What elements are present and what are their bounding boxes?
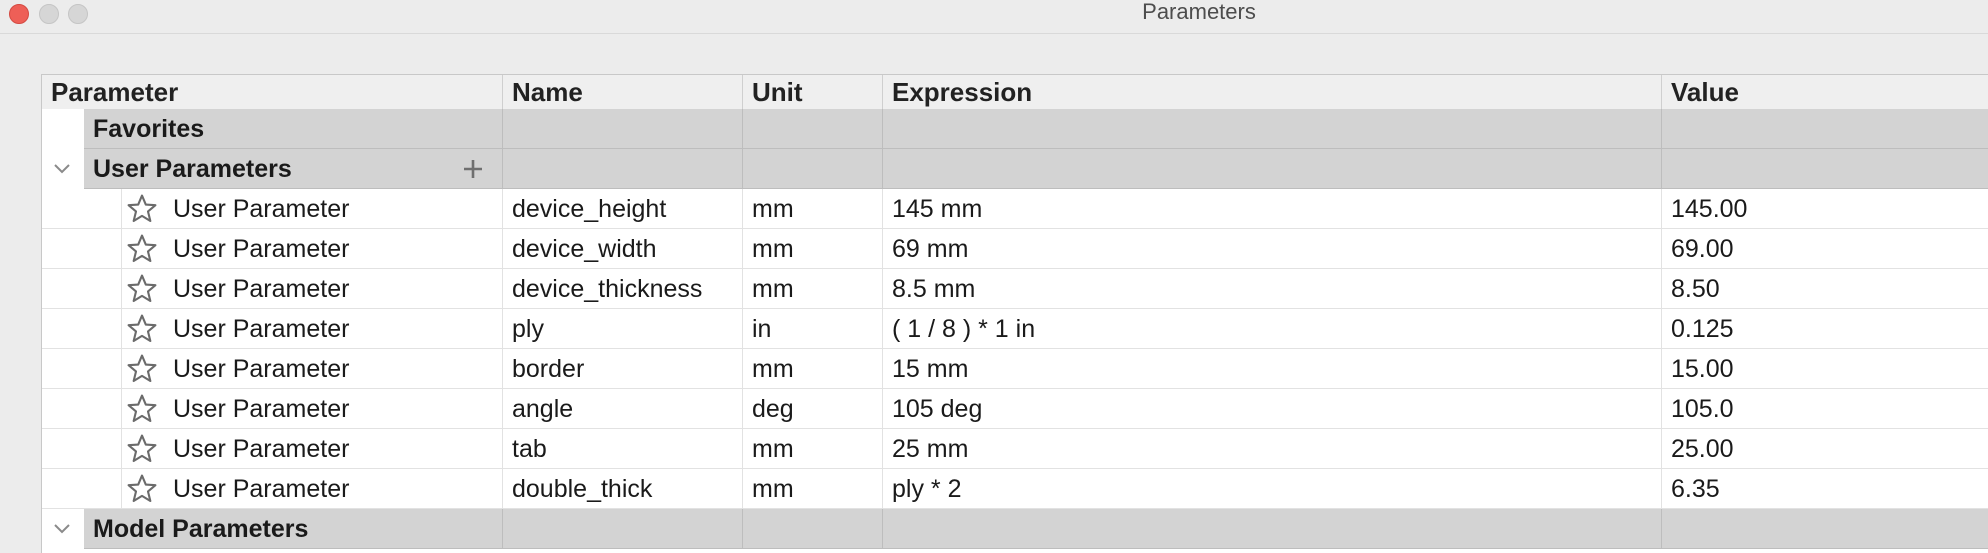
parameter-unit-cell: deg: [743, 389, 883, 429]
column-header-value[interactable]: Value: [1671, 77, 1739, 107]
parameter-name-cell: device_thickness: [503, 269, 743, 309]
parameter-unit-cell: mm: [743, 469, 883, 509]
column-header-expression[interactable]: Expression: [883, 75, 1662, 109]
table-row[interactable]: User Parameter border mm 15 mm 15.00: [42, 349, 1988, 389]
column-header-parameter[interactable]: Parameter: [42, 75, 503, 109]
close-window-button[interactable]: [9, 4, 29, 24]
parameter-name-cell: device_width: [503, 229, 743, 269]
parameter-value-cell: 69.00: [1671, 235, 1734, 263]
parameter-name-cell: device_height: [503, 189, 743, 229]
parameter-unit-cell: mm: [743, 269, 883, 309]
parameter-value-cell: 15.00: [1671, 355, 1734, 383]
parameter-expression-cell[interactable]: 25 mm: [883, 429, 1662, 469]
group-label: Favorites: [84, 109, 503, 149]
table-header: Parameter Name Unit Expression Value: [42, 75, 1988, 110]
parameter-expression-cell[interactable]: 105 deg: [883, 389, 1662, 429]
parameter-name-cell: tab: [503, 429, 743, 469]
star-outline-icon[interactable]: [126, 354, 158, 384]
star-outline-icon[interactable]: [126, 274, 158, 304]
parameter-type-cell: User Parameter: [168, 229, 503, 269]
parameter-type-cell: User Parameter: [168, 349, 503, 389]
minimize-window-button[interactable]: [39, 4, 59, 24]
group-row-model-parameters[interactable]: Model Parameters: [42, 509, 1988, 549]
parameter-value-cell: 25.00: [1671, 435, 1734, 463]
parameter-expression-cell[interactable]: 69 mm: [883, 229, 1662, 269]
star-outline-icon[interactable]: [126, 474, 158, 504]
parameter-type-cell: User Parameter: [168, 269, 503, 309]
star-outline-icon[interactable]: [126, 234, 158, 264]
parameter-expression-cell[interactable]: ply * 2: [883, 469, 1662, 509]
parameter-expression-cell[interactable]: 15 mm: [883, 349, 1662, 389]
parameter-type-cell: User Parameter: [168, 429, 503, 469]
parameter-expression-cell[interactable]: 8.5 mm: [883, 269, 1662, 309]
parameter-type-cell: User Parameter: [168, 389, 503, 429]
group-label: Model Parameters: [84, 509, 503, 549]
parameters-table: Parameter Name Unit Expression Value Fav…: [41, 74, 1988, 553]
parameter-unit-cell: mm: [743, 189, 883, 229]
parameter-name-cell: ply: [503, 309, 743, 349]
table-row[interactable]: User Parameter device_thickness mm 8.5 mm 8.…: [42, 269, 1988, 309]
table-row[interactable]: User Parameter ply in( 1 / 8 ) * 1 in 0.125: [42, 309, 1988, 349]
parameter-value-cell: 8.50: [1671, 275, 1720, 303]
parameter-name-cell: double_thick: [503, 469, 743, 509]
parameter-value-cell: 6.35: [1671, 475, 1720, 503]
parameter-unit-cell: in: [743, 309, 883, 349]
zoom-window-button[interactable]: [68, 4, 88, 24]
window-titlebar: Parameters: [0, 0, 1988, 34]
parameter-expression-cell[interactable]: ( 1 / 8 ) * 1 in: [883, 309, 1662, 349]
plus-icon[interactable]: [460, 156, 486, 182]
parameter-type-cell: User Parameter: [168, 309, 503, 349]
parameter-name-cell: border: [503, 349, 743, 389]
star-outline-icon[interactable]: [126, 194, 158, 224]
chevron-down-icon[interactable]: [52, 149, 72, 189]
star-outline-icon[interactable]: [126, 434, 158, 464]
column-header-name[interactable]: Name: [503, 75, 743, 109]
table-row[interactable]: User Parameter device_height mm 145 mm 145.0…: [42, 189, 1988, 229]
star-outline-icon[interactable]: [126, 394, 158, 424]
star-outline-icon[interactable]: [126, 314, 158, 344]
parameter-unit-cell: mm: [743, 229, 883, 269]
window-title: Parameters: [1142, 0, 1256, 24]
parameter-name-cell: angle: [503, 389, 743, 429]
parameter-expression-cell[interactable]: 145 mm: [883, 189, 1662, 229]
group-label: User Parameters: [84, 149, 503, 189]
parameter-value-cell: 105.0: [1671, 395, 1734, 423]
parameter-value-cell: 145.00: [1671, 195, 1748, 223]
parameter-unit-cell: mm: [743, 349, 883, 389]
table-row[interactable]: User Parameter device_width mm 69 mm 69.00: [42, 229, 1988, 269]
column-header-unit[interactable]: Unit: [743, 75, 883, 109]
table-row[interactable]: User Parameter double_thick mm ply * 2 6.35: [42, 469, 1988, 509]
parameter-unit-cell: mm: [743, 429, 883, 469]
group-row-favorites[interactable]: Favorites: [42, 109, 1988, 149]
chevron-down-icon[interactable]: [52, 509, 72, 549]
table-row[interactable]: User Parameter tab mm 25 mm 25.00: [42, 429, 1988, 469]
table-row[interactable]: User Parameter angle deg 105 deg 105.0: [42, 389, 1988, 429]
group-row-user-parameters[interactable]: User Parameters: [42, 149, 1988, 189]
parameter-value-cell: 0.125: [1671, 315, 1734, 343]
parameter-type-cell: User Parameter: [168, 469, 503, 509]
parameter-type-cell: User Parameter: [168, 189, 503, 229]
